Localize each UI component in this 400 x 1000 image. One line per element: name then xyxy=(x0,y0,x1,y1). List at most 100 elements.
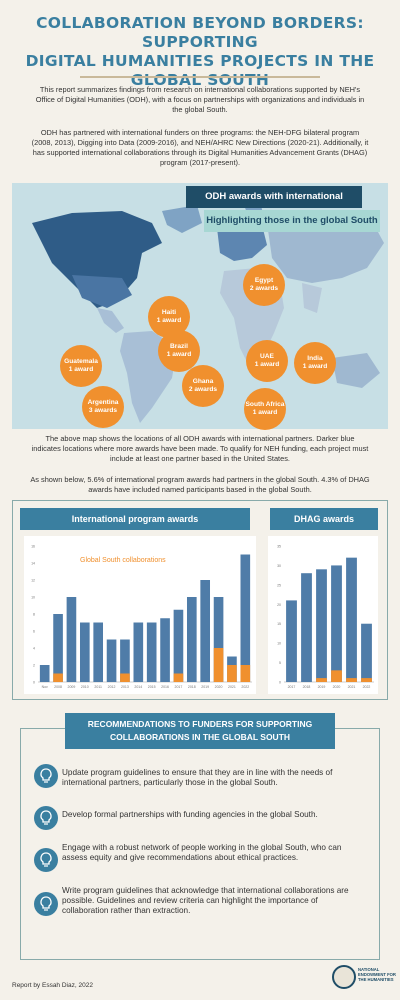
report-credit: Report by Essah Diaz, 2022 xyxy=(12,982,93,989)
y-tick-label: 10 xyxy=(31,596,35,600)
bar-total xyxy=(79,622,90,682)
x-tick-label: 2020 xyxy=(215,685,223,689)
bar-total xyxy=(240,554,251,682)
y-tick-label: 10 xyxy=(277,642,281,646)
chart1-svg: 0 2 4 6 8 10 12 14 16 Nov 2008 2009 2010 2011 2012 2013… xyxy=(31,545,252,689)
bubble-india: India 1 award xyxy=(294,342,336,384)
bubble-ghana: Ghana 2 awards xyxy=(182,365,224,407)
bar-total xyxy=(173,609,184,682)
y-tick-label: 0 xyxy=(279,681,281,685)
x-tick-label: 2009 xyxy=(68,685,76,689)
x-tick-label: 2022 xyxy=(241,685,249,689)
x-tick-label: 2015 xyxy=(148,685,156,689)
bar-global-south xyxy=(173,673,184,682)
lightbulb-icon xyxy=(34,848,58,872)
bubble-egypt: Egypt 2 awards xyxy=(243,264,285,306)
x-tick-label: 2008 xyxy=(54,685,62,689)
bar-total xyxy=(346,557,357,682)
bar-global-south xyxy=(240,665,251,682)
bar-total xyxy=(146,622,157,682)
x-tick-label: 2021 xyxy=(348,685,356,689)
x-tick-label: 2013 xyxy=(121,685,129,689)
neh-seal-icon xyxy=(332,965,356,989)
bar-global-south xyxy=(346,678,357,682)
bar-global-south xyxy=(53,673,63,682)
x-tick-label: 2019 xyxy=(201,685,209,689)
x-tick-label: 2012 xyxy=(108,685,116,689)
y-tick-label: 20 xyxy=(277,603,281,607)
recommendation-3: Engage with a robust network of people w… xyxy=(62,843,342,862)
bubble-argentina: Argentina 3 awards xyxy=(82,386,124,428)
bar-total xyxy=(186,597,197,682)
bar-total xyxy=(106,639,117,682)
y-tick-label: 4 xyxy=(33,647,35,651)
bubble-brazil: Brazil 1 award xyxy=(158,330,200,372)
y-tick-label: 35 xyxy=(277,545,281,549)
neh-logo-text: NATIONAL ENDOWMENT FOR THE HUMANITIES xyxy=(358,967,396,982)
y-tick-label: 30 xyxy=(277,564,281,568)
bar-total xyxy=(93,622,104,682)
intro-paragraph-2: ODH has partnered with international fun… xyxy=(31,128,369,167)
bar-global-south xyxy=(227,665,237,682)
chart2-heading: DHAG awards xyxy=(270,508,378,530)
map-tag-awards: ODH awards with international partners xyxy=(186,186,362,224)
title-line-1: COLLABORATION BEYOND BORDERS: SUPPORTING xyxy=(36,14,364,51)
bar-total xyxy=(286,600,297,682)
y-tick-label: 8 xyxy=(33,613,35,617)
bar-total xyxy=(120,639,130,682)
bar-global-south xyxy=(213,648,224,682)
x-tick-label: 2017 xyxy=(288,685,296,689)
y-tick-label: 14 xyxy=(31,562,35,566)
chart-annotation: Global South collaborations xyxy=(80,557,166,564)
bar-global-south xyxy=(361,678,372,682)
bar-total xyxy=(301,573,312,682)
bubble-uae: UAE 1 award xyxy=(246,340,288,382)
bar-total xyxy=(39,665,50,682)
y-tick-label: 15 xyxy=(277,622,281,626)
bar-total xyxy=(361,623,372,682)
x-tick-label: 2021 xyxy=(228,685,236,689)
bar-total xyxy=(200,580,211,682)
bar-total xyxy=(331,565,342,682)
bar-global-south xyxy=(331,670,342,682)
y-tick-label: 5 xyxy=(279,661,281,665)
x-tick-label: 2018 xyxy=(303,685,311,689)
y-tick-label: 2 xyxy=(33,664,35,668)
x-tick-label: 2020 xyxy=(333,685,341,689)
bar-total xyxy=(160,618,170,682)
y-tick-label: 0 xyxy=(33,681,35,685)
chart2-svg: 0 5 10 15 20 25 30 35 2017 2018 2019 2020 2021 2022 xyxy=(277,545,374,689)
lightbulb-icon xyxy=(34,806,58,830)
recommendations-heading: RECOMMENDATIONS TO FUNDERS FOR SUPPORTIN… xyxy=(65,713,335,749)
recommendation-2: Develop formal partnerships with funding… xyxy=(62,810,318,819)
lightbulb-icon xyxy=(34,764,58,788)
recommendation-1: Update program guidelines to ensure that… xyxy=(62,768,333,787)
bar-total xyxy=(213,597,224,682)
title-divider xyxy=(80,76,320,78)
y-tick-label: 16 xyxy=(31,545,35,549)
title-line-2: DIGITAL HUMANITIES PROJECTS IN THE GLOBA… xyxy=(25,52,375,89)
x-tick-label: 2010 xyxy=(81,685,89,689)
page-title: COLLABORATION BEYOND BORDERS: SUPPORTING… xyxy=(0,14,400,90)
bar-global-south xyxy=(316,678,327,682)
chart1-heading: International program awards xyxy=(20,508,250,530)
x-tick-label: 2019 xyxy=(318,685,326,689)
bar-total xyxy=(316,569,327,682)
x-tick-label: 2011 xyxy=(94,685,102,689)
y-tick-label: 12 xyxy=(31,579,35,583)
x-tick-label: 2016 xyxy=(161,685,169,689)
bar-total xyxy=(133,622,144,682)
bubble-guatemala: Guatemala 1 award xyxy=(60,345,102,387)
map-tag-global-south: Highlighting those in the global South xyxy=(204,210,380,232)
bar-global-south xyxy=(120,673,130,682)
bubble-south-africa: South Africa 1 award xyxy=(244,388,286,430)
x-tick-label: Nov xyxy=(42,685,48,689)
bubble-haiti: Haiti 1 award xyxy=(148,296,190,338)
map-caption: The above map shows the locations of all… xyxy=(31,434,369,463)
x-tick-label: 2014 xyxy=(134,685,142,689)
intro-paragraph-1: This report summarizes findings from res… xyxy=(35,85,365,114)
chart1-panel: 0 2 4 6 8 10 12 14 16 Nov 2008 2009 2010 2011 2012 2013… xyxy=(24,536,256,694)
bar-total xyxy=(53,614,63,682)
x-tick-label: 2017 xyxy=(175,685,183,689)
recommendation-4: Write program guidelines that acknowledg… xyxy=(62,886,349,915)
